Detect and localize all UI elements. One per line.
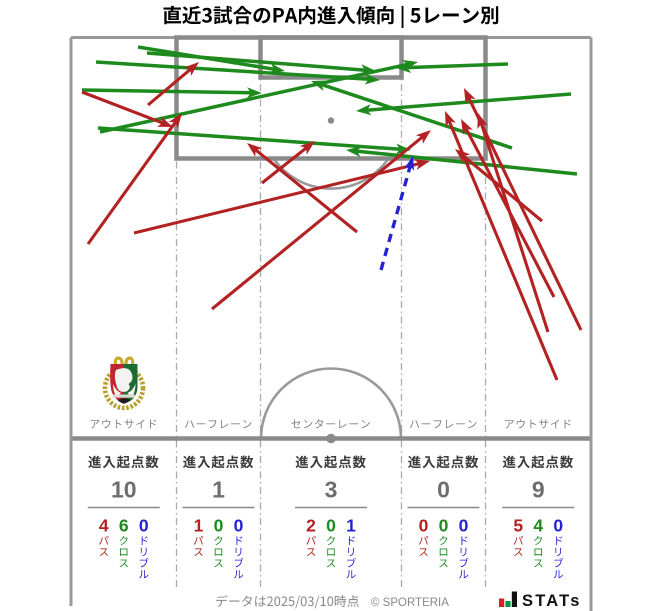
svg-text:0: 0	[419, 516, 429, 536]
svg-text:0: 0	[139, 516, 149, 536]
svg-text:4: 4	[533, 516, 543, 536]
svg-text:0: 0	[214, 516, 224, 536]
svg-text:1: 1	[346, 516, 356, 536]
svg-text:1: 1	[212, 477, 225, 503]
svg-text:2: 2	[306, 516, 316, 536]
svg-text:6: 6	[119, 516, 129, 536]
svg-text:9: 9	[532, 477, 545, 503]
svg-text:3: 3	[325, 477, 338, 503]
svg-text:0: 0	[326, 516, 336, 536]
svg-text:0: 0	[439, 516, 449, 536]
svg-text:5: 5	[513, 516, 523, 536]
svg-text:STATs: STATs	[522, 592, 582, 610]
svg-text:0: 0	[437, 477, 450, 503]
svg-text:0: 0	[459, 516, 469, 536]
svg-text:© SPORTERIA: © SPORTERIA	[371, 597, 449, 609]
svg-text:1: 1	[194, 516, 204, 536]
svg-text:10: 10	[111, 477, 137, 503]
svg-text:0: 0	[553, 516, 563, 536]
svg-text:4: 4	[99, 516, 109, 536]
svg-text:0: 0	[234, 516, 244, 536]
